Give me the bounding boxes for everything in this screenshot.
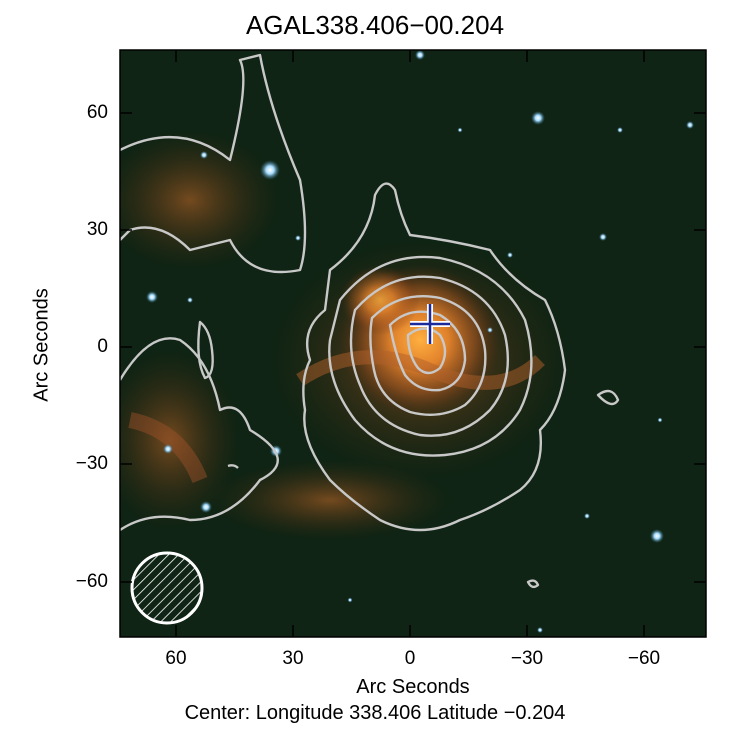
image-panel	[120, 50, 706, 637]
star	[507, 252, 513, 258]
diffuse-emission	[210, 460, 450, 540]
star	[457, 127, 463, 133]
cross-marker-icon	[410, 304, 450, 344]
filament	[128, 412, 208, 484]
x-axis-label: Arc Seconds	[356, 676, 470, 698]
x-tick-label: −60	[627, 648, 661, 669]
star	[617, 127, 623, 133]
axis-ticks	[120, 50, 706, 637]
star	[584, 513, 590, 519]
x-tick-label: 0	[404, 648, 416, 669]
contour-level	[596, 389, 620, 406]
y-tick-label: −30	[75, 453, 108, 474]
star	[260, 160, 280, 180]
filament	[296, 350, 545, 390]
y-tick-label: 0	[97, 336, 108, 357]
contour-level	[227, 464, 239, 469]
hatched-beam-icon	[130, 551, 204, 625]
star	[146, 291, 158, 303]
contour-lines	[120, 53, 620, 589]
star	[657, 417, 663, 423]
star	[599, 233, 607, 241]
y-tick-label: 60	[86, 102, 108, 123]
star	[487, 327, 493, 333]
center-coordinates: Center: Longitude 338.406 Latitude −0.20…	[184, 702, 566, 724]
star	[295, 235, 301, 241]
contour-level	[302, 182, 567, 532]
contour-level	[526, 579, 540, 589]
plot-frame	[119, 49, 707, 638]
contour-level	[120, 337, 279, 531]
star	[163, 444, 173, 454]
star	[187, 297, 193, 303]
y-tick-label: −60	[75, 571, 108, 592]
contour-level	[328, 255, 533, 457]
contour-level	[349, 275, 510, 437]
star	[686, 121, 694, 129]
diffuse-emission	[120, 350, 240, 530]
contour-level	[120, 53, 307, 274]
contour-level	[388, 310, 467, 392]
star	[537, 627, 543, 633]
star	[347, 597, 353, 603]
contour-level	[197, 320, 214, 380]
star	[200, 151, 208, 159]
y-tick-label: 30	[86, 219, 108, 240]
star	[415, 50, 425, 60]
x-tick-label: 60	[165, 648, 187, 669]
x-tick-label: −30	[510, 648, 544, 669]
page-title: AGAL338.406−00.204	[245, 10, 505, 40]
star	[531, 111, 545, 125]
diffuse-emission	[120, 130, 280, 270]
contour-level	[369, 295, 487, 416]
star	[200, 501, 212, 513]
star	[650, 529, 664, 543]
x-tick-label: 30	[282, 648, 304, 669]
